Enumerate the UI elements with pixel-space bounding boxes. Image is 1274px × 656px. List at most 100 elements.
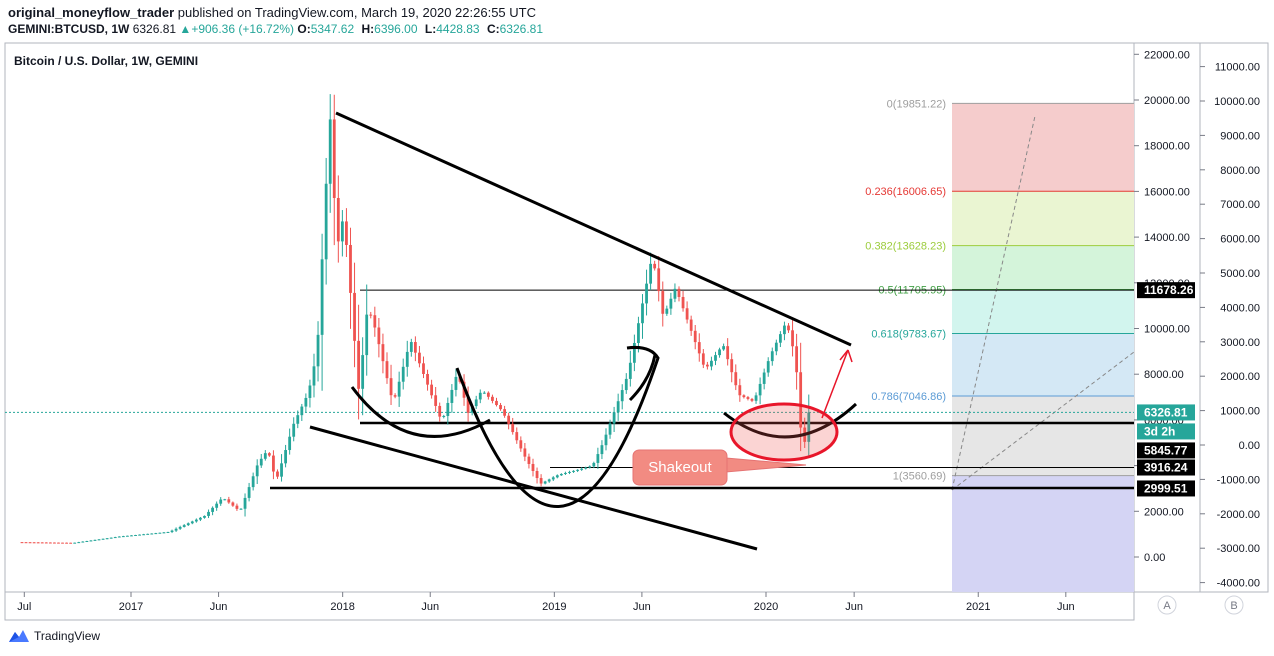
candle-body [600,445,604,455]
candle-body [795,346,799,373]
candle-body [543,481,547,484]
time-tick-label: 2018 [330,601,354,613]
price-label: 3d 2h [1144,424,1175,438]
price-tick-label-2: -1000.00 [1217,474,1260,486]
time-tick-label: Jun [633,601,651,613]
price-tick-label-2: 4000.00 [1220,302,1260,314]
price-change: +906.36 (+16.72%) [191,22,295,36]
price-tick-label-2: 2000.00 [1220,371,1260,383]
fib-label: 0.618(9783.67) [871,328,946,340]
candle-body [637,323,640,343]
time-tick-label: Jun [1057,601,1075,613]
price-tick-label: 2000.00 [1144,506,1184,518]
price-tick-label-2: 0.00 [1239,440,1260,452]
candle-body [207,511,210,516]
candle-body [109,537,113,539]
candle-body [705,364,709,367]
candle-body [162,532,166,534]
candle-body [726,346,730,360]
recovery-curve [723,402,858,439]
candle-body [576,469,580,471]
descending-trendline [335,111,852,347]
fib-zone [952,395,1134,476]
candle-body [251,476,255,488]
price-axis-1 [1133,42,1201,593]
candle-body [742,395,746,398]
candle-body [73,542,77,544]
candle-body [203,515,206,518]
candle-body [361,355,365,389]
candle-body [178,526,182,529]
author-name[interactable]: original_moneyflow_trader [8,5,175,20]
candle-body [807,412,811,442]
price-tick-label-2: 1000.00 [1220,406,1260,418]
last-price: 6326.81 [132,22,177,36]
candle-body [434,395,438,406]
price-label-box [1137,442,1195,459]
tradingview-logo-icon [9,630,29,642]
up-arrow-icon: ▲ [179,22,192,36]
candle-body [730,359,734,373]
candle-body [418,352,421,364]
candle-body [69,542,73,544]
candle-body [312,366,316,386]
candle-body [32,542,36,544]
candle-body [754,395,758,401]
scale-button-a[interactable] [1157,595,1177,615]
candle-body [280,463,283,477]
candle-body [113,537,117,539]
candle-body [766,361,770,373]
candle-body [357,340,360,389]
candle-body [121,536,125,538]
candle-body [190,521,194,524]
candle-body [328,119,332,184]
candle-body [649,263,653,284]
candle-body [438,405,442,417]
candle-body [669,298,673,309]
candle-body [28,542,32,544]
ohlc-line: GEMINI:BTCUSD, 1W 6326.81 ▲+906.36 (+16.… [8,22,547,36]
candle-body [166,531,170,533]
candle-body [592,462,596,467]
fib-zone [952,333,1134,396]
price-tick-label-2: 5000.00 [1220,268,1260,280]
time-tick-label: Jun [210,601,228,613]
candle-body [235,505,239,509]
candle-body [324,183,328,260]
candle-body [130,535,133,537]
candle-body [97,539,101,541]
high-label: H: [361,22,375,36]
price-label: 6326.81 [1144,405,1188,419]
fib-zone [952,475,1134,592]
candle-body [48,542,52,544]
candle-body [243,497,247,509]
candle-body [486,392,490,397]
lower-trendline [309,425,758,551]
price-label: 3916.24 [1144,461,1188,475]
candle-body [519,440,523,449]
cup-curve [455,346,660,508]
candle-body [93,539,97,541]
candle-body [150,533,154,535]
candle-body [40,542,44,544]
footer-brand[interactable]: TradingView [8,628,100,644]
candle-body [146,533,150,535]
candle-body [61,542,64,544]
price-tick-label: 0.00 [1144,552,1165,564]
candle-body [385,361,389,379]
fib-label: 0.382(13628.23) [865,241,946,253]
candle-body [194,519,198,522]
time-tick-label: Jun [421,601,439,613]
candle-body [612,412,616,424]
candle-body [349,244,352,293]
candle-body [620,390,624,402]
price-tick-label-2: 6000.00 [1220,234,1260,246]
scale-button-b[interactable] [1224,595,1244,615]
candle-body [57,542,60,544]
candle-body [442,415,446,417]
price-label: 11678.26 [1144,283,1194,297]
candle-body [377,327,381,345]
candle-body [316,334,320,367]
candle-body [523,448,527,457]
